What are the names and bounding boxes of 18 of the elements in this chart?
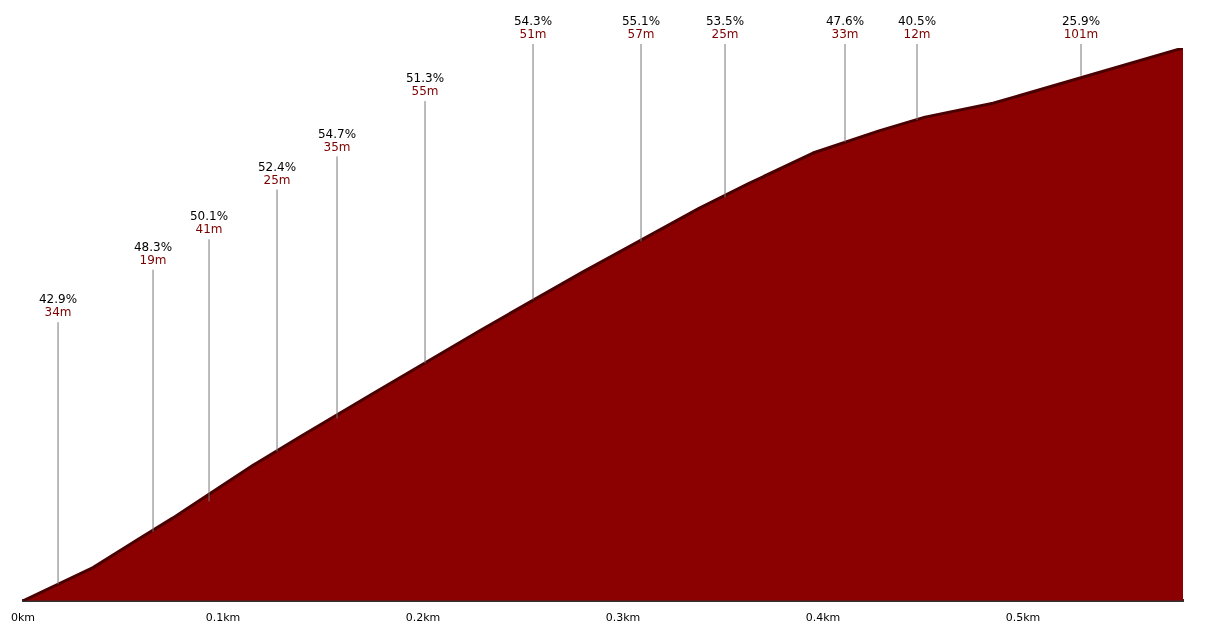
annotation: 54.3% 51m	[513, 14, 553, 42]
x-tick-label: 0.4km	[805, 611, 841, 625]
x-tick-label: 0km	[11, 611, 36, 625]
x-tick-label: 0.3km	[605, 611, 641, 625]
annotation: 42.9% 34m	[38, 292, 78, 320]
annotation: 54.7% 35m	[317, 126, 357, 154]
annotation: 51.3% 55m	[405, 71, 445, 99]
x-tick-label: 0.5km	[1005, 611, 1041, 625]
annotation: 47.6% 33m	[825, 14, 865, 42]
annotation: 50.1% 41m	[189, 209, 229, 237]
annotation: 48.3% 19m	[133, 239, 173, 267]
annotation: 40.5% 12m	[897, 14, 937, 42]
annotation: 53.5% 25m	[705, 14, 745, 42]
annotation: 25.9% 101m	[1061, 14, 1101, 42]
x-tick-label: 0.1km	[205, 611, 241, 625]
annotation: 55.1% 57m	[621, 14, 661, 42]
x-tick-label: 0.2km	[405, 611, 441, 625]
annotation: 52.4% 25m	[257, 159, 297, 187]
